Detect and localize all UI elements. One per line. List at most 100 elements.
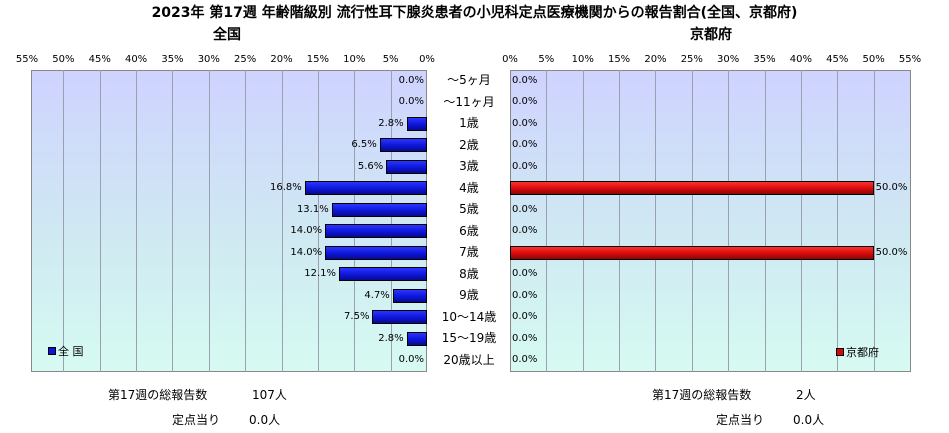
gridline-kyoto	[619, 70, 621, 372]
data-label-kyoto: 0.0%	[512, 332, 538, 344]
tick-label-national: 20%	[270, 54, 293, 65]
category-label: 9歳	[459, 288, 479, 302]
category-label: 5歳	[459, 202, 479, 216]
data-label-kyoto: 0.0%	[512, 139, 538, 151]
data-label-kyoto: 0.0%	[512, 160, 538, 172]
tick-label-national: 25%	[234, 54, 257, 65]
tick-label-kyoto: 30%	[717, 54, 740, 65]
gridline-kyoto	[582, 70, 584, 372]
subtitle-national: 全国	[213, 27, 241, 43]
tick-label-kyoto: 25%	[680, 54, 703, 65]
bar-national	[386, 159, 427, 174]
tick-label-national: 40%	[124, 54, 148, 65]
tick-label-kyoto: 50%	[862, 54, 885, 65]
category-label: 4歳	[459, 180, 479, 195]
category-label: 6歳	[459, 223, 479, 238]
gridline-kyoto	[764, 70, 766, 372]
data-label-kyoto: 0.0%	[512, 311, 538, 323]
bar-national	[406, 116, 427, 131]
tick-label-kyoto: 40%	[789, 54, 813, 65]
gridline-national	[281, 70, 283, 372]
data-label-national: 16.8%	[270, 182, 302, 194]
gridline-kyoto	[800, 70, 802, 372]
legend-swatch-national	[48, 347, 56, 355]
gridline-kyoto	[546, 70, 548, 372]
gridline-kyoto	[837, 70, 839, 372]
total-label-kyoto: 第17週の総報告数	[652, 388, 752, 402]
gridline-national	[63, 70, 65, 372]
data-label-national: 2.8%	[378, 332, 404, 344]
legend-swatch-kyoto	[836, 348, 844, 356]
tick-label-kyoto: 5%	[538, 54, 555, 65]
gridline-national	[245, 70, 247, 372]
per-site-value-national: 0.0人	[249, 413, 281, 427]
data-label-national: 0.0%	[398, 96, 424, 108]
bar-national	[325, 245, 427, 260]
gridline-national	[208, 70, 210, 372]
gridline-national	[99, 70, 101, 372]
data-label-kyoto: 0.0%	[512, 225, 538, 237]
data-label-national: 0.0%	[398, 74, 424, 86]
total-label-national: 第17週の総報告数	[108, 388, 208, 402]
per-site-label-national: 定点当り	[172, 413, 221, 427]
gridline-kyoto	[873, 70, 875, 372]
gridline-national	[172, 70, 174, 372]
gridline-national	[390, 70, 392, 372]
tick-label-kyoto: 0%	[502, 54, 518, 65]
tick-label-kyoto: 10%	[571, 54, 594, 65]
category-label: 8歳	[459, 266, 479, 281]
data-label-national: 0.0%	[398, 354, 424, 366]
tick-label-kyoto: 55%	[898, 54, 922, 65]
tick-label-national: 10%	[343, 54, 366, 65]
tick-label-national: 50%	[52, 54, 75, 65]
category-label: 1歳	[459, 116, 479, 130]
category-label: 20歳以上	[443, 352, 495, 367]
data-label-kyoto: 0.0%	[512, 96, 538, 108]
data-label-national: 4.7%	[364, 289, 390, 301]
bar-national	[406, 331, 427, 346]
category-label: ～11ヶ月	[443, 94, 495, 109]
chart-title: 2023年 第17週 年齢階級別 流行性耳下腺炎患者の小児科定点医療機関からの報…	[151, 5, 798, 21]
data-label-kyoto: 0.0%	[512, 203, 538, 215]
per-site-label-kyoto: 定点当り	[716, 413, 765, 427]
plot-area-national	[31, 70, 427, 372]
data-label-kyoto: 0.0%	[512, 289, 538, 301]
legend-label-kyoto: 京都府	[846, 346, 879, 359]
bar-national	[339, 267, 427, 282]
bar-national	[331, 202, 427, 217]
category-label: 7歳	[459, 245, 479, 259]
data-label-national: 12.1%	[304, 268, 336, 280]
bar-national	[392, 288, 427, 303]
bar-national	[372, 310, 427, 325]
bar-national	[304, 181, 427, 196]
legend-label-national: 全 国	[58, 345, 84, 358]
category-label: 2歳	[459, 137, 479, 152]
bar-kyoto	[510, 245, 874, 260]
total-value-national: 107人	[252, 388, 287, 402]
data-label-kyoto: 0.0%	[512, 74, 538, 86]
tick-label-national: 30%	[197, 54, 220, 65]
gridline-national	[354, 70, 356, 372]
data-label-kyoto: 0.0%	[512, 268, 538, 280]
legend-national: 全 国	[48, 343, 84, 359]
data-label-kyoto: 50.0%	[875, 246, 908, 258]
tick-label-national: 35%	[161, 54, 184, 65]
data-label-kyoto: 0.0%	[512, 117, 538, 129]
per-site-value-kyoto: 0.0人	[793, 413, 825, 427]
data-label-kyoto: 50.0%	[875, 182, 908, 194]
bar-national	[379, 138, 427, 153]
gridline-kyoto	[728, 70, 730, 372]
data-label-kyoto: 0.0%	[512, 354, 538, 366]
gridline-kyoto	[655, 70, 657, 372]
category-label: 10～14歳	[441, 309, 497, 324]
gridline-national	[136, 70, 138, 372]
subtitle-kyoto: 京都府	[690, 27, 732, 43]
data-label-national: 13.1%	[296, 203, 329, 215]
tick-label-national: 0%	[419, 54, 435, 65]
tick-label-kyoto: 20%	[644, 54, 667, 65]
data-label-national: 14.0%	[290, 246, 323, 258]
tick-label-kyoto: 45%	[826, 54, 849, 65]
tick-label-national: 45%	[88, 54, 111, 65]
data-label-national: 14.0%	[290, 225, 323, 237]
gridline-kyoto	[691, 70, 693, 372]
